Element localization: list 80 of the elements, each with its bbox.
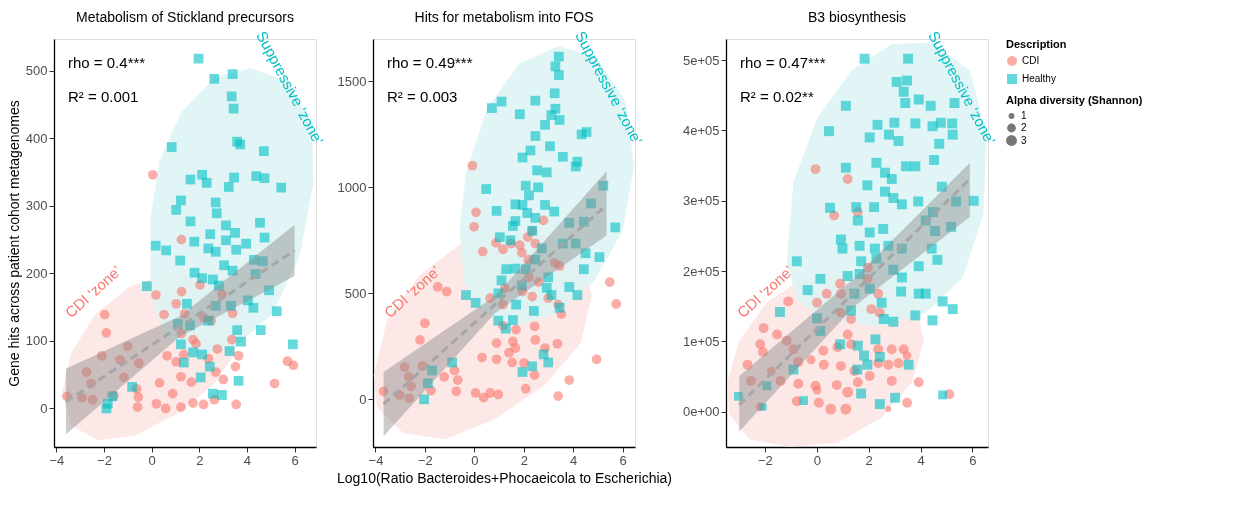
x-tick-label: −4 bbox=[368, 452, 384, 468]
point bbox=[288, 360, 299, 371]
point bbox=[171, 298, 182, 309]
y-tick-label: 500 bbox=[344, 285, 367, 301]
point bbox=[176, 371, 186, 382]
x-tick-label: 4 bbox=[570, 452, 578, 468]
x-tick-label: −2 bbox=[417, 452, 433, 468]
x-tick-label: 2 bbox=[196, 452, 204, 468]
point bbox=[160, 403, 171, 414]
point bbox=[159, 309, 169, 320]
y-tick-label: 5e+05 bbox=[682, 52, 720, 68]
annotation: R² = 0.003 bbox=[387, 88, 458, 105]
x-tick-label: −2 bbox=[758, 452, 773, 468]
y-tick-label: 500 bbox=[25, 63, 48, 79]
x-tick-label: 2 bbox=[865, 452, 873, 468]
point bbox=[191, 338, 201, 349]
legend-label: CDI bbox=[1022, 55, 1040, 66]
point bbox=[133, 392, 144, 402]
x-tick-label: 4 bbox=[917, 452, 925, 468]
annotation: rho = 0.49*** bbox=[387, 54, 473, 71]
text: Description bbox=[1006, 38, 1067, 50]
point bbox=[162, 350, 173, 361]
legend-label: 1 bbox=[1021, 110, 1027, 121]
y-tick-label: 400 bbox=[25, 130, 48, 146]
legend-label: 2 bbox=[1021, 122, 1027, 133]
y-tick-label: 100 bbox=[25, 333, 48, 349]
x-axis-title: Log10(Ratio Bacteroides+Phocaeicola to Escherichia) bbox=[336, 469, 673, 486]
point bbox=[147, 169, 158, 180]
point bbox=[230, 361, 241, 372]
x-tick-label: −2 bbox=[97, 452, 112, 468]
annotation: rho = 0.47*** bbox=[740, 54, 826, 71]
annotation: R² = 0.02** bbox=[740, 88, 814, 105]
point bbox=[227, 334, 237, 345]
y-tick-label: 300 bbox=[25, 198, 48, 214]
y-tick-label: 2e+05 bbox=[682, 263, 720, 279]
point bbox=[151, 290, 161, 300]
point bbox=[233, 350, 244, 361]
chart-title: Metabolism of Stickland precursors bbox=[76, 9, 294, 26]
x-tick-label: 0 bbox=[813, 452, 821, 468]
y-tick-label: 0e+00 bbox=[682, 404, 720, 420]
y-tick-label: 1500 bbox=[337, 73, 367, 89]
x-tick-label: 0 bbox=[148, 452, 156, 468]
y-tick-label: 200 bbox=[25, 265, 48, 281]
point bbox=[154, 377, 165, 388]
x-tick-label: 0 bbox=[471, 452, 479, 468]
point bbox=[186, 377, 197, 388]
point bbox=[218, 374, 229, 385]
point bbox=[132, 402, 143, 413]
y-tick-label: 3e+05 bbox=[682, 193, 720, 209]
x-tick-label: 6 bbox=[291, 452, 299, 468]
x-tick-label: 6 bbox=[969, 452, 977, 468]
text: Alpha diversity (Shannon) bbox=[1006, 94, 1143, 106]
y-tick-label: 0 bbox=[359, 391, 367, 407]
y-tick-label: 4e+05 bbox=[682, 122, 720, 138]
x-tick-label: 2 bbox=[520, 452, 528, 468]
legend-label: Healthy bbox=[1022, 73, 1056, 84]
y-tick-label: 1e+05 bbox=[682, 333, 720, 349]
point bbox=[151, 398, 162, 409]
point bbox=[198, 399, 209, 410]
point bbox=[176, 286, 187, 297]
point bbox=[99, 309, 110, 320]
y-tick-label: 0 bbox=[40, 401, 48, 416]
point bbox=[167, 388, 178, 399]
annotation: R² = 0.001 bbox=[68, 88, 139, 105]
annotation: rho = 0.4*** bbox=[68, 54, 146, 71]
x-tick-label: 6 bbox=[619, 452, 627, 468]
chart-title: B3 biosynthesis bbox=[807, 9, 907, 26]
point bbox=[101, 327, 112, 338]
point bbox=[269, 378, 280, 389]
point bbox=[188, 398, 198, 408]
x-tick-label: 4 bbox=[243, 452, 252, 468]
y-tick-label: 1000 bbox=[337, 179, 367, 195]
chart-title: Hits for metabolism into FOS bbox=[414, 9, 594, 26]
x-tick-label: −4 bbox=[49, 452, 65, 468]
point bbox=[176, 234, 187, 245]
point bbox=[212, 344, 223, 354]
y-axis-title: Gene hits across patient cohort metagenomes bbox=[5, 100, 22, 387]
point bbox=[176, 402, 186, 413]
legend-label: 3 bbox=[1021, 134, 1027, 146]
point bbox=[231, 399, 242, 410]
